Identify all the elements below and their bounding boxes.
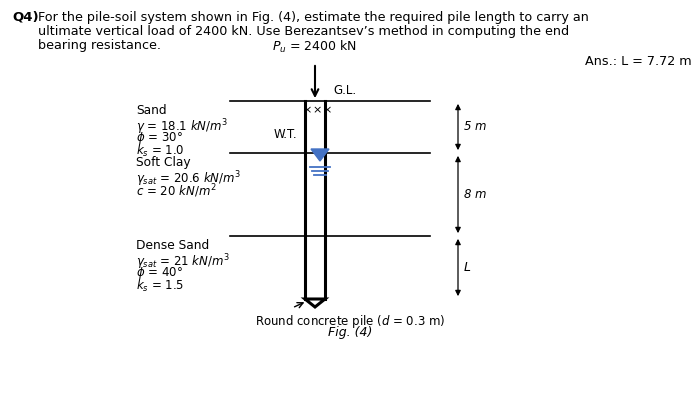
Text: $c$ = 20 $kN/m^2$: $c$ = 20 $kN/m^2$ xyxy=(136,182,216,200)
Text: $k_s$ = 1.5: $k_s$ = 1.5 xyxy=(136,278,184,294)
Text: 5 $m$: 5 $m$ xyxy=(463,120,487,134)
Text: Ans.: L = 7.72 m: Ans.: L = 7.72 m xyxy=(585,55,692,68)
Text: G.L.: G.L. xyxy=(333,84,356,97)
Text: Q4): Q4) xyxy=(12,11,38,24)
Text: ×: × xyxy=(312,105,322,115)
Text: Sand: Sand xyxy=(136,104,167,117)
Text: $\gamma$ = 18.1 $kN/m^3$: $\gamma$ = 18.1 $kN/m^3$ xyxy=(136,117,228,137)
Text: ×: × xyxy=(322,105,332,115)
Text: Soft Clay: Soft Clay xyxy=(136,156,190,169)
Text: W.T.: W.T. xyxy=(274,128,297,142)
Text: $\phi$ = 30°: $\phi$ = 30° xyxy=(136,130,183,146)
Text: bearing resistance.: bearing resistance. xyxy=(38,39,161,52)
Text: $L$: $L$ xyxy=(463,261,471,274)
Polygon shape xyxy=(311,149,329,161)
Text: $\gamma_{sat}$ = 21 $kN/m^3$: $\gamma_{sat}$ = 21 $kN/m^3$ xyxy=(136,252,230,271)
Text: 8 $m$: 8 $m$ xyxy=(463,188,487,201)
Text: $\phi$ = 40°: $\phi$ = 40° xyxy=(136,265,183,281)
Text: $P_u$ = 2400 kN: $P_u$ = 2400 kN xyxy=(272,39,358,55)
Text: For the pile-soil system shown in Fig. (4), estimate the required pile length to: For the pile-soil system shown in Fig. (… xyxy=(38,11,589,24)
Text: ×: × xyxy=(302,105,312,115)
Polygon shape xyxy=(305,299,325,307)
Text: $k_s$ = 1.0: $k_s$ = 1.0 xyxy=(136,143,185,159)
Text: Fig. (4): Fig. (4) xyxy=(328,326,372,339)
Text: Dense Sand: Dense Sand xyxy=(136,239,209,252)
Text: Round concrete pile ($d$ = 0.3 m): Round concrete pile ($d$ = 0.3 m) xyxy=(255,313,445,330)
Text: ultimate vertical load of 2400 kN. Use Berezantsev’s method in computing the end: ultimate vertical load of 2400 kN. Use B… xyxy=(38,25,569,38)
Text: $\gamma_{sat}$ = 20.6 $kN/m^3$: $\gamma_{sat}$ = 20.6 $kN/m^3$ xyxy=(136,169,242,188)
